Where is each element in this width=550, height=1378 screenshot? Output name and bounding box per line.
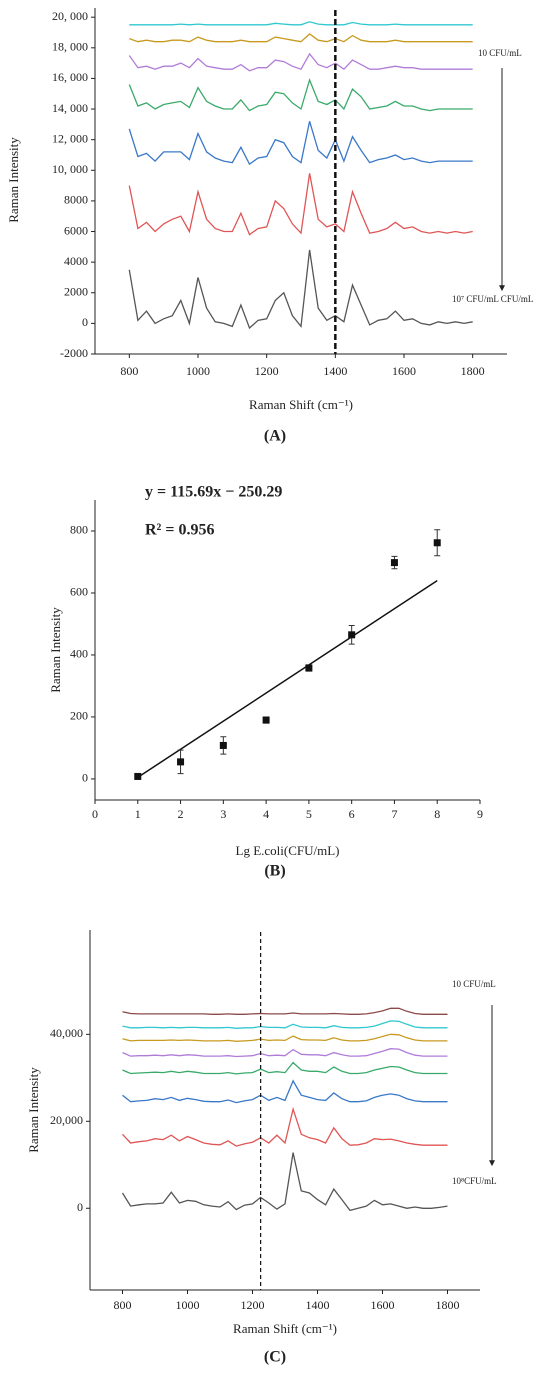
y-tick-label: 0: [82, 771, 88, 785]
x-tick-label: 6: [349, 807, 355, 821]
data-point: [305, 664, 313, 672]
x-tick-label: 1800: [461, 364, 485, 378]
y-tick-label: 6000: [64, 223, 88, 237]
x-tick-label: 1000: [176, 1298, 200, 1312]
spectrum-line: [122, 1079, 448, 1104]
annotation: 10 CFU/mL: [478, 48, 522, 58]
y-axis-title: Raman Intensity: [26, 1067, 41, 1153]
y-tick-label: 200: [70, 709, 88, 723]
y-tick-label: 0: [82, 315, 88, 329]
x-tick-label: 1000: [186, 364, 210, 378]
spectrum-line: [122, 1020, 448, 1029]
spectrum-line: [128, 78, 473, 112]
x-tick-label: 1600: [392, 364, 416, 378]
x-tick-label: 5: [306, 807, 312, 821]
data-point: [348, 631, 356, 639]
spectrum-line: [121, 1152, 448, 1212]
y-tick-label: 40,000: [50, 1026, 83, 1040]
y-tick-label: 0: [77, 1200, 83, 1214]
x-tick-label: 4: [263, 807, 269, 821]
x-axis-title: Lg E.coli(CFU/mL): [236, 843, 340, 858]
data-point: [262, 716, 270, 724]
x-tick-label: 1600: [371, 1298, 395, 1312]
x-axis-title: Raman Shift (cm⁻¹): [249, 397, 353, 412]
y-tick-label: 400: [70, 647, 88, 661]
y-tick-label: 10, 000: [52, 162, 88, 176]
panel-label: (C): [264, 1349, 286, 1366]
spectrum-line: [122, 1007, 448, 1015]
y-axis-title: Raman Intensity: [48, 607, 63, 693]
annotation: 10⁸CFU/mL: [452, 1176, 497, 1186]
y-tick-label: 18, 000: [52, 40, 88, 54]
data-point: [433, 539, 441, 547]
annotation: 10 CFU/mL: [452, 979, 496, 989]
x-axis-title: Raman Shift (cm⁻¹): [233, 1321, 337, 1336]
spectrum-line: [129, 21, 473, 26]
x-tick-label: 0: [92, 807, 98, 821]
y-axis-title: Raman Intensity: [6, 137, 21, 223]
spectrum-line: [128, 121, 473, 166]
data-point: [177, 758, 185, 766]
spectrum-line: [128, 173, 473, 236]
x-tick-label: 800: [120, 364, 138, 378]
y-tick-label: 600: [70, 585, 88, 599]
y-tick-label: 20,000: [50, 1113, 83, 1127]
x-tick-label: 1200: [255, 364, 279, 378]
y-tick-label: 16, 000: [52, 70, 88, 84]
annotation: R² = 0.956: [145, 522, 214, 539]
annotation: 10⁷ CFU/mL CFU/mL: [452, 294, 533, 304]
x-tick-label: 1200: [241, 1298, 265, 1312]
spectrum-line: [128, 249, 473, 330]
spectrum-line: [128, 52, 473, 72]
panel-label: (B): [264, 863, 285, 880]
y-tick-label: 8000: [64, 193, 88, 207]
x-tick-label: 800: [114, 1298, 132, 1312]
y-tick-label: 2000: [64, 285, 88, 299]
x-tick-label: 7: [391, 807, 397, 821]
spectrum-line: [122, 1033, 448, 1042]
fit-line: [137, 579, 438, 779]
x-tick-label: 1800: [436, 1298, 460, 1312]
data-point: [134, 772, 142, 780]
y-tick-label: 20, 000: [52, 9, 88, 23]
x-tick-label: 2: [178, 807, 184, 821]
panel-label: (A): [264, 428, 286, 445]
x-tick-label: 9: [477, 807, 483, 821]
x-tick-label: 3: [220, 807, 226, 821]
x-tick-label: 8: [434, 807, 440, 821]
y-tick-label: 12, 000: [52, 131, 88, 145]
spectrum-line: [122, 1048, 448, 1058]
y-tick-label: 800: [70, 523, 88, 537]
y-tick-label: 14, 000: [52, 101, 88, 115]
x-tick-label: 1: [135, 807, 141, 821]
data-point: [390, 559, 398, 567]
data-point: [219, 741, 227, 749]
x-tick-label: 1400: [306, 1298, 330, 1312]
annotation: y = 115.69x − 250.29: [145, 484, 282, 501]
spectrum-line: [129, 33, 473, 43]
spectrum-line: [122, 1061, 448, 1075]
x-tick-label: 1400: [323, 364, 347, 378]
spectrum-line: [122, 1106, 448, 1147]
y-tick-label: 4000: [64, 254, 88, 268]
y-tick-label: -2000: [60, 346, 88, 360]
